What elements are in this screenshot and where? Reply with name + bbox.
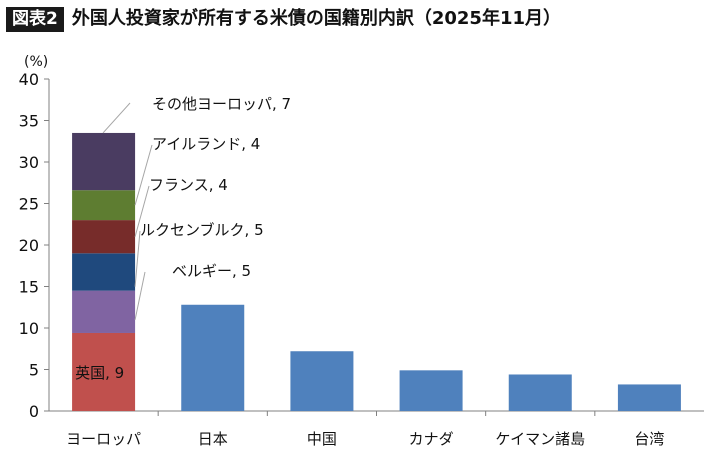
y-tick-label: 25: [19, 195, 39, 214]
europe-segment-bar: [72, 332, 136, 411]
x-tick-label: 中国: [307, 430, 337, 448]
y-tick-label: 15: [19, 278, 39, 297]
chart-header: 図表2 外国人投資家が所有する米債の国籍別内訳（2025年11月）: [6, 6, 561, 32]
leader-line: [134, 185, 150, 237]
y-tick-label: 40: [19, 70, 39, 89]
segment-data-label: ベルギー, 5: [172, 262, 251, 280]
segment-data-label: その他ヨーロッパ, 7: [152, 95, 291, 113]
country-bar: [290, 351, 354, 411]
x-tick-label: 日本: [198, 430, 228, 448]
x-tick-label: カナダ: [409, 430, 454, 448]
chart-title: 外国人投資家が所有する米債の国籍別内訳（2025年11月）: [71, 8, 561, 29]
y-tick-label: 10: [19, 319, 39, 338]
figure-label-badge: 図表2: [6, 6, 64, 32]
country-bar: [508, 374, 572, 411]
bars: [72, 132, 681, 411]
y-tick-label: 35: [19, 112, 39, 131]
x-tick-label: ヨーロッパ: [66, 430, 141, 448]
europe-segment-bar: [72, 190, 136, 221]
europe-segment-bar: [72, 253, 136, 291]
leader-line: [134, 271, 146, 320]
segment-data-label: ルクセンブルク, 5: [140, 221, 264, 239]
axes: 0 5 10 15 20 25 30 35 40 ヨーロッパ 日本 中国 カナダ ケイマン諸島 台湾: [19, 70, 704, 448]
y-axis-unit-label: (%): [24, 54, 48, 70]
segment-data-label: フランス, 4: [149, 176, 228, 194]
x-tick-label: 台湾: [634, 430, 664, 448]
leader-line: [134, 144, 153, 206]
y-tick-label: 5: [29, 361, 39, 380]
europe-segment-bar: [72, 220, 136, 254]
y-tick-label: 20: [19, 236, 39, 255]
x-tick-label: ケイマン諸島: [495, 430, 585, 448]
europe-segment-bar: [72, 132, 136, 191]
leader-line: [102, 102, 131, 134]
segment-data-label: アイルランド, 4: [152, 135, 260, 153]
europe-segment-bar: [72, 290, 136, 333]
country-bar: [399, 370, 463, 411]
country-bar: [181, 304, 245, 411]
segment-labels: 英国, 9 ベルギー, 5 ルクセンブルク, 5 フランス, 4 アイルランド, 4 その…: [75, 95, 291, 382]
y-tick-label: 30: [19, 153, 39, 172]
y-tick-label: 0: [29, 402, 39, 421]
leader-line: [134, 230, 141, 287]
country-bar: [617, 384, 681, 411]
segment-data-label: 英国, 9: [75, 364, 124, 382]
